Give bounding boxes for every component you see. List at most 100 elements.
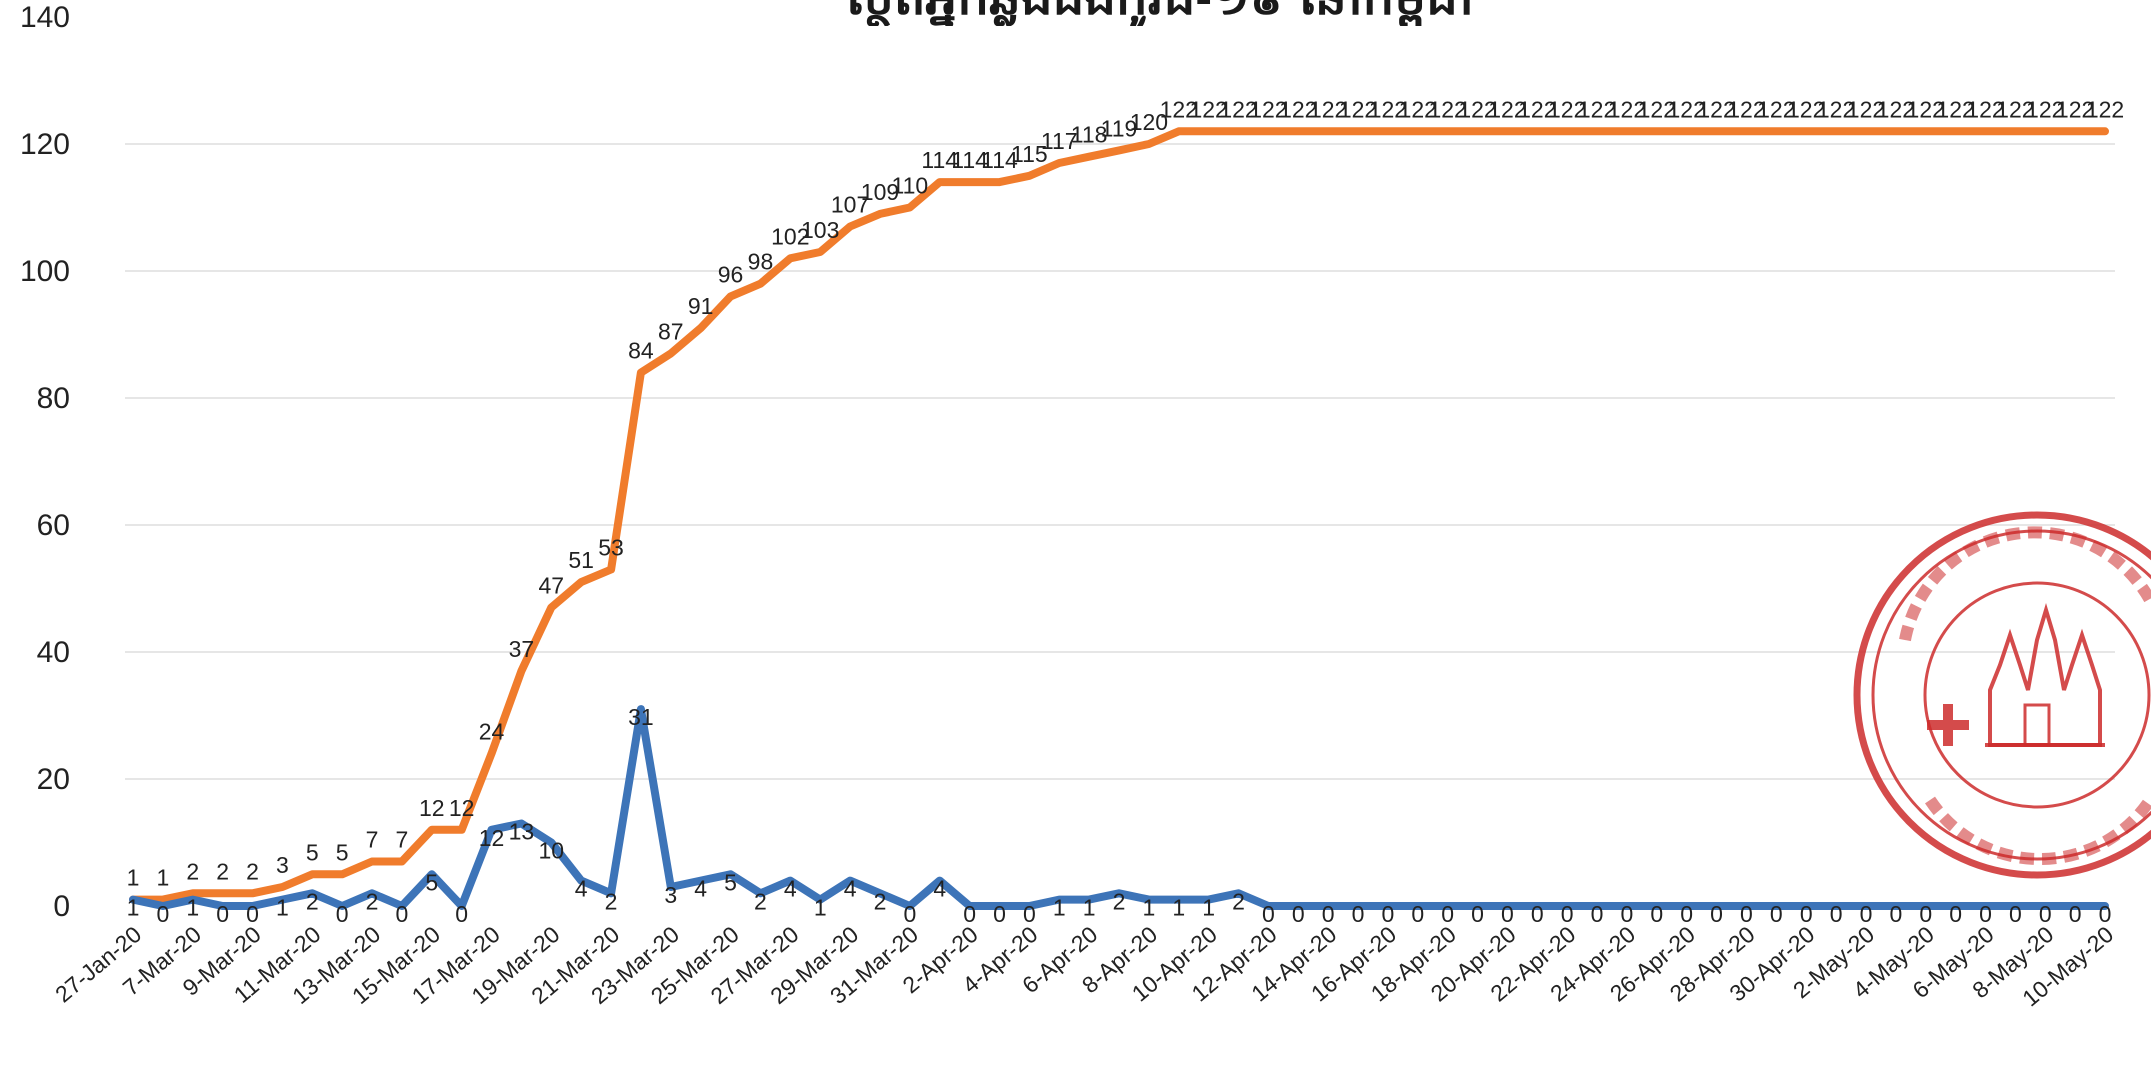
data-label-cumulative: 119	[1101, 115, 1138, 141]
data-label-daily: 3	[664, 882, 677, 908]
data-label-cumulative: 122	[1309, 96, 1347, 122]
y-tick-label: 20	[37, 763, 70, 796]
data-label-daily: 0	[246, 901, 259, 927]
data-label-cumulative: 122	[1608, 96, 1646, 122]
data-label-daily: 0	[1650, 901, 1663, 927]
data-label-daily: 1	[1172, 895, 1185, 921]
data-label-daily: 5	[724, 869, 737, 895]
data-label-cumulative: 122	[1727, 96, 1765, 122]
data-label-daily: 0	[1830, 901, 1843, 927]
data-label-daily: 0	[993, 901, 1006, 927]
data-label-cumulative: 122	[1219, 96, 1257, 122]
data-label-cumulative: 122	[1399, 96, 1437, 122]
data-label-daily: 1	[1083, 895, 1096, 921]
y-tick-label: 0	[53, 890, 70, 923]
data-label-daily: 1	[1053, 895, 1066, 921]
data-label-daily: 0	[1889, 901, 1902, 927]
data-label-cumulative: 122	[1279, 96, 1317, 122]
data-label-daily: 0	[1023, 901, 1036, 927]
data-label-cumulative: 122	[1249, 96, 1287, 122]
data-label-cumulative: 122	[1638, 96, 1676, 122]
data-label-cumulative: 2	[246, 858, 259, 884]
data-label-daily: 0	[396, 901, 409, 927]
data-label-cumulative: 122	[1757, 96, 1795, 122]
series-lines	[129, 127, 2109, 910]
gridlines	[125, 143, 2115, 780]
data-label-cumulative: 118	[1071, 122, 1108, 148]
data-label-cumulative: 24	[479, 719, 505, 745]
data-label-daily: 10	[539, 838, 565, 864]
data-label-cumulative: 51	[568, 547, 594, 573]
data-label-cumulative: 114	[921, 147, 958, 173]
data-label-cumulative: 120	[1130, 109, 1168, 135]
data-label-cumulative: 122	[2026, 96, 2064, 122]
data-label-cumulative: 7	[366, 827, 379, 853]
data-label-daily: 2	[1232, 888, 1245, 914]
data-label-daily: 5	[425, 869, 438, 895]
data-label-cumulative: 122	[1996, 96, 2034, 122]
data-label-cumulative: 98	[748, 249, 774, 275]
data-label-daily: 0	[1710, 901, 1723, 927]
data-label-daily: 4	[784, 876, 797, 902]
data-label-cumulative: 122	[2056, 96, 2094, 122]
data-label-cumulative: 2	[186, 858, 199, 884]
data-label-daily: 0	[2099, 901, 2112, 927]
data-label-cumulative: 87	[658, 319, 684, 345]
data-label-cumulative: 122	[1458, 96, 1496, 122]
data-label-cumulative: 122	[1488, 96, 1526, 122]
data-label-daily: 0	[1262, 901, 1275, 927]
y-tick-label: 140	[20, 1, 70, 34]
x-axis: 27-Jan-207-Mar-209-Mar-2011-Mar-2013-Mar…	[50, 921, 2118, 1012]
y-tick-label: 80	[37, 382, 70, 415]
data-label-daily: 0	[1591, 901, 1604, 927]
data-label-cumulative: 122	[1339, 96, 1377, 122]
data-label-daily: 0	[1561, 901, 1574, 927]
official-seal-stamp	[1853, 511, 2151, 879]
data-label-cumulative: 122	[1578, 96, 1616, 122]
data-label-daily: 2	[1113, 888, 1126, 914]
data-label-cumulative: 109	[861, 179, 899, 205]
data-label-daily: 4	[933, 876, 946, 902]
data-label-cumulative: 37	[509, 636, 535, 662]
data-label-daily: 2	[874, 888, 887, 914]
data-label-cumulative: 5	[306, 839, 319, 865]
data-label-cumulative: 47	[539, 573, 565, 599]
data-label-daily: 0	[455, 901, 468, 927]
data-label-daily: 0	[1919, 901, 1932, 927]
data-label-daily: 13	[509, 818, 535, 844]
chart-title: ស្ថិតិអ្នកឆ្លងជំងឺកូវីដ-១៩ នៅកម្ពុជា	[560, 0, 1760, 26]
data-label-daily: 0	[1740, 901, 1753, 927]
data-label-cumulative: 122	[1428, 96, 1466, 122]
data-label-daily: 0	[1292, 901, 1305, 927]
data-label-daily: 0	[336, 901, 349, 927]
data-label-cumulative: 12	[449, 795, 475, 821]
data-label-daily: 0	[1770, 901, 1783, 927]
data-label-daily: 0	[963, 901, 976, 927]
data-label-daily: 0	[1382, 901, 1395, 927]
data-label-cumulative: 53	[598, 534, 624, 560]
data-label-daily: 0	[1441, 901, 1454, 927]
data-label-daily: 0	[1322, 901, 1335, 927]
data-label-cumulative: 122	[1966, 96, 2004, 122]
data-label-daily: 0	[1531, 901, 1544, 927]
data-label-cumulative: 122	[1548, 96, 1586, 122]
data-label-daily: 12	[479, 825, 505, 851]
data-label-daily: 1	[814, 895, 827, 921]
data-label-cumulative: 122	[1907, 96, 1945, 122]
data-label-cumulative: 122	[1518, 96, 1556, 122]
data-label-daily: 1	[276, 895, 289, 921]
data-label-cumulative: 122	[1787, 96, 1825, 122]
data-label-cumulative: 96	[718, 261, 744, 287]
data-label-cumulative: 12	[419, 795, 445, 821]
data-label-daily: 1	[186, 895, 199, 921]
y-axis: 0 20 40 60 80 100 120 140	[20, 1, 70, 923]
y-tick-label: 100	[20, 255, 70, 288]
data-label-cumulative: 122	[1697, 96, 1735, 122]
y-tick-label: 60	[37, 509, 70, 542]
data-label-cumulative: 122	[1817, 96, 1855, 122]
data-label-cumulative: 122	[2086, 96, 2124, 122]
series-line-cumulative	[129, 127, 2109, 904]
data-label-daily: 0	[1860, 901, 1873, 927]
data-label-cumulative: 122	[1668, 96, 1706, 122]
